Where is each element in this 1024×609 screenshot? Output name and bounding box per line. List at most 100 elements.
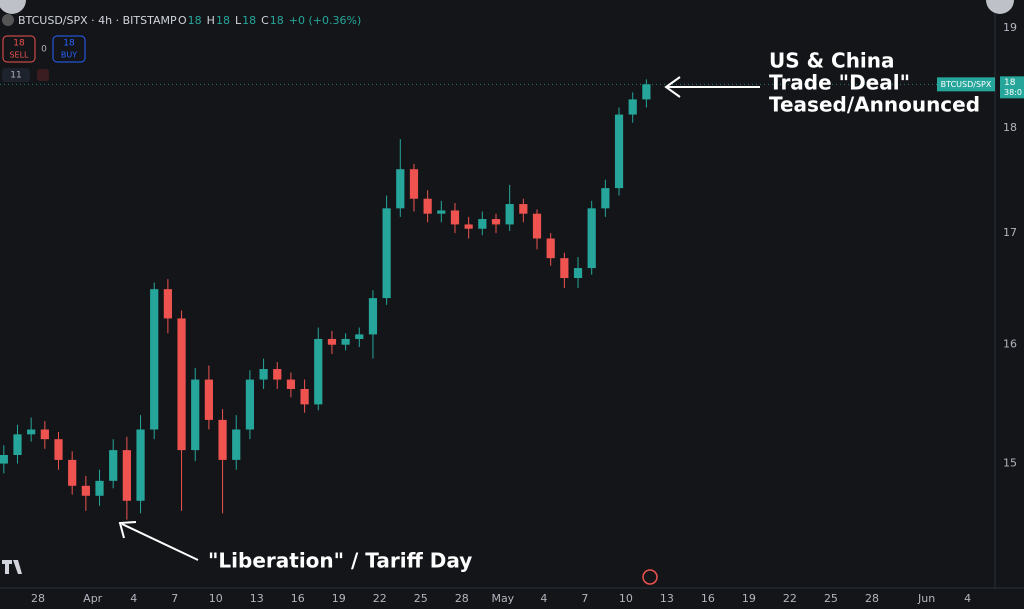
quote-value: 18 xyxy=(188,14,202,27)
quote-value: +0 (+0.36%) xyxy=(289,14,361,27)
candle-body xyxy=(68,459,77,486)
candle-body xyxy=(109,450,118,481)
candle-body xyxy=(150,289,159,430)
candle-body xyxy=(450,210,460,225)
x-tick-label: 28 xyxy=(31,592,45,605)
candle-body xyxy=(628,99,637,115)
x-tick-label: 7 xyxy=(171,592,178,605)
candle-body xyxy=(286,379,296,389)
candle-body xyxy=(95,480,104,496)
plot xyxy=(0,79,995,520)
x-tick-label: 10 xyxy=(619,592,633,605)
quote-value: 18 xyxy=(242,14,256,27)
candle-body xyxy=(341,338,350,345)
candle-body xyxy=(368,298,378,335)
candle-body xyxy=(519,204,528,214)
candle-body xyxy=(81,485,90,496)
news-icon[interactable] xyxy=(642,569,658,585)
candle-body xyxy=(314,338,323,405)
corner-button[interactable] xyxy=(986,0,1014,14)
candle-body xyxy=(191,379,200,451)
x-tick-label: 25 xyxy=(824,592,838,605)
candle-body xyxy=(505,204,514,225)
candle-body xyxy=(409,169,419,199)
price-tag xyxy=(937,77,995,92)
x-tick-label: 4 xyxy=(964,592,971,605)
x-tick-label: 22 xyxy=(373,592,387,605)
buy-button[interactable] xyxy=(52,35,86,63)
y-tick-label: 17 xyxy=(1003,226,1017,239)
candle-body xyxy=(177,318,186,451)
indicators-toggle[interactable] xyxy=(2,68,30,82)
buy-label: BUY xyxy=(61,51,77,60)
x-tick-label: Apr xyxy=(83,592,103,605)
x-tick-label: 16 xyxy=(701,592,715,605)
candle-body xyxy=(382,208,391,299)
buy-price: 18 xyxy=(63,39,75,49)
candle-body xyxy=(464,224,473,229)
annotation: Teased/Announced xyxy=(769,93,980,117)
spread: 0 xyxy=(41,45,47,55)
candle-body xyxy=(40,429,49,440)
alert-icon[interactable] xyxy=(37,69,49,81)
candle-body xyxy=(423,198,432,214)
candle-body xyxy=(27,429,36,435)
price-tag-price: 18 xyxy=(1004,78,1016,88)
x-tick-label: 13 xyxy=(250,592,264,605)
candle-body xyxy=(232,429,241,460)
candle-body xyxy=(245,379,255,430)
x-tick-label: 13 xyxy=(660,592,674,605)
quote-value: 18 xyxy=(216,14,230,27)
candle-body xyxy=(218,419,227,460)
candle-body xyxy=(122,450,131,501)
annotation: Trade "Deal" xyxy=(769,71,910,95)
candle-body xyxy=(204,379,213,420)
x-tick-label: May xyxy=(491,592,514,605)
quote: O 18 H 18 L 18 C 18 +0 (+0.36%) xyxy=(178,14,361,27)
candle-body xyxy=(546,238,555,259)
candle-body xyxy=(437,210,446,214)
sell-button[interactable] xyxy=(2,35,36,63)
candle-body xyxy=(136,429,145,501)
tv-logo xyxy=(2,560,22,574)
candle-body xyxy=(54,439,63,460)
price-tag-symbol: BTCUSD/SPX xyxy=(941,80,992,89)
annotation: US & China xyxy=(769,49,895,73)
y-tick-label: 18 xyxy=(1003,121,1017,134)
quote-label: O xyxy=(178,14,187,27)
x-tick-label: 7 xyxy=(581,592,588,605)
x-tick-label: 22 xyxy=(783,592,797,605)
candle-body xyxy=(259,369,268,380)
candle-body xyxy=(13,434,22,455)
candle-body xyxy=(560,258,569,279)
x-tick-label: 19 xyxy=(332,592,346,605)
annotation: "Liberation" / Tariff Day xyxy=(208,549,472,573)
candle-body xyxy=(614,114,624,189)
x-tick-label: 10 xyxy=(209,592,223,605)
candle-body xyxy=(327,338,337,345)
candle-body xyxy=(273,369,282,380)
candle-body xyxy=(642,84,651,100)
x-tick-label: 25 xyxy=(414,592,428,605)
symbol-icon xyxy=(2,14,14,26)
candle-body xyxy=(163,289,172,319)
quote-label: L xyxy=(235,14,242,27)
price-tag xyxy=(1000,76,1024,99)
candle-body xyxy=(587,208,596,269)
candle-body xyxy=(573,268,583,279)
x-tick-label: Jun xyxy=(917,592,935,605)
corner-button[interactable] xyxy=(0,0,26,14)
candle-body xyxy=(396,169,405,209)
x-tick-label: 16 xyxy=(291,592,305,605)
candle-body xyxy=(0,454,8,464)
x-tick-label: 4 xyxy=(130,592,137,605)
candle-body xyxy=(478,219,487,229)
sell-label: SELL xyxy=(9,51,29,60)
quote-label: C xyxy=(261,14,269,27)
price-tag-countdown: 38:0 xyxy=(1004,88,1022,97)
candle-body xyxy=(355,334,364,339)
chart-title: BTCUSD/SPX · 4h · BITSTAMP xyxy=(18,14,177,27)
y-tick-label: 15 xyxy=(1003,457,1017,470)
candle-body xyxy=(532,213,542,239)
